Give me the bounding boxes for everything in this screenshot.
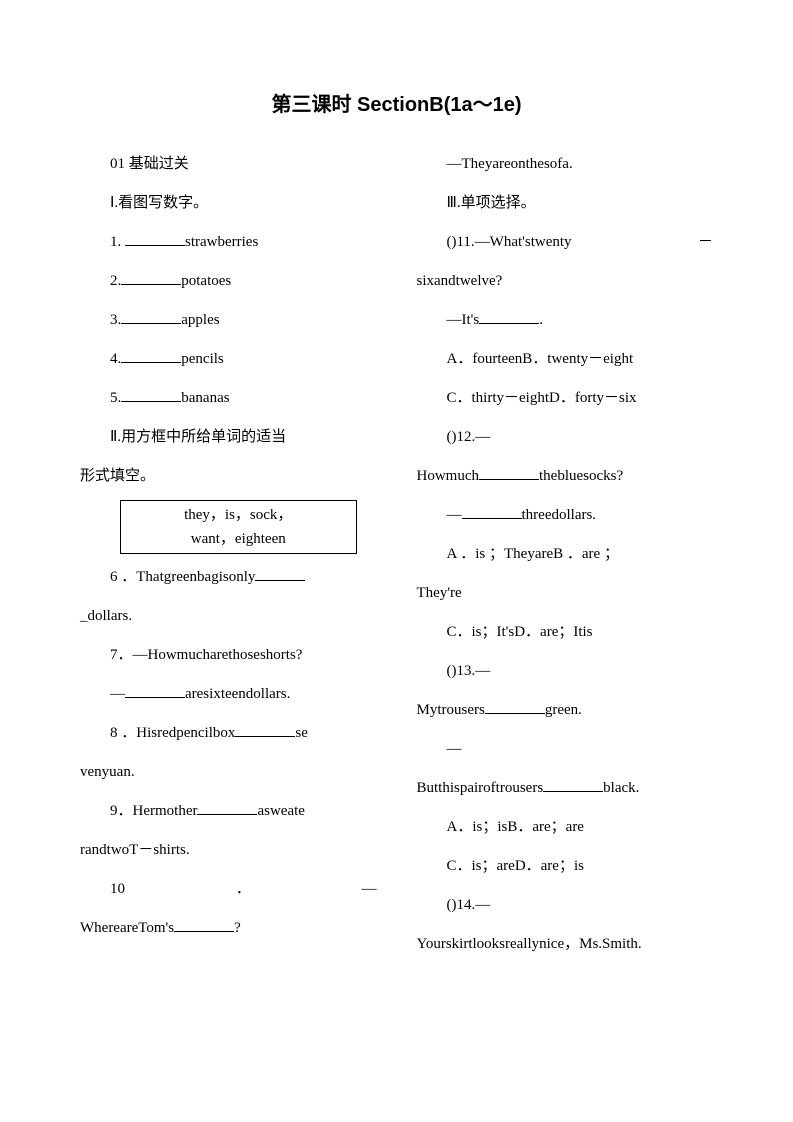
q13-text-c: green. <box>545 702 582 718</box>
q10-text-b: WhereareTom's <box>80 920 174 936</box>
q9-text-b: asweate <box>257 803 304 819</box>
q11-text-a: ()11.—What'stwenty <box>417 223 572 262</box>
wordbox-line2: want，eighteen <box>131 527 346 551</box>
question-8-line2: venyuan. <box>80 753 377 792</box>
q11-blank[interactable] <box>479 311 539 325</box>
q12-blank2[interactable] <box>462 506 522 520</box>
question-12-line1: ()12.— <box>417 418 714 457</box>
question-5: 5. bananas <box>80 379 377 418</box>
q12-text-b: Howmuch <box>417 468 480 484</box>
section-2-line2: 形式填空。 <box>80 457 377 496</box>
q1-text: strawberries <box>185 234 258 250</box>
q8-text-b: se <box>295 725 308 741</box>
q3-text: apples <box>181 312 219 328</box>
q12-blank1[interactable] <box>479 467 539 481</box>
q12-option-ab2: They're <box>417 574 714 613</box>
q13-text-f: black. <box>603 780 639 796</box>
question-9-line2: randtwoT－shirts. <box>80 831 377 870</box>
q3-num: 3. <box>110 312 121 328</box>
q2-blank[interactable] <box>121 272 181 286</box>
q4-blank[interactable] <box>121 350 181 364</box>
question-3: 3. apples <box>80 301 377 340</box>
question-6-line1: 6 ．Thatgreenbagisonly <box>80 558 377 597</box>
q6-text-a: 6 ．Thatgreenbagisonly <box>110 569 255 585</box>
section-3-heading: Ⅲ.单项选择。 <box>417 184 714 223</box>
q9-text-a: 9．Hermother <box>110 803 197 819</box>
q2-text: potatoes <box>181 273 231 289</box>
question-13-line2: Mytrousers green. <box>417 691 714 730</box>
q13-blank1[interactable] <box>485 701 545 715</box>
question-11-line1: ()11.—What'stwenty － <box>417 223 714 262</box>
question-7-line1: 7．—Howmucharethoseshorts? <box>80 636 377 675</box>
question-1: 1. strawberries <box>80 223 377 262</box>
question-12-line3: — threedollars. <box>417 496 714 535</box>
two-column-layout: 01 基础过关 Ⅰ.看图写数字。 1. strawberries 2. potat… <box>80 145 713 964</box>
q12-option-cd: C．is；It'sD．are；Itis <box>417 613 714 652</box>
word-box: they，is，sock， want，eighteen <box>120 500 357 554</box>
q12-option-ab: A ．is ；TheyareB ．are ； <box>417 535 714 574</box>
q7-text-c: aresixteendollars. <box>185 686 290 702</box>
question-13-line1: ()13.— <box>417 652 714 691</box>
q4-num: 4. <box>110 351 121 367</box>
q2-num: 2. <box>110 273 121 289</box>
wordbox-line1: they，is，sock， <box>131 503 346 527</box>
q10-text-c: ? <box>234 920 241 936</box>
q13-option-ab: A．is；isB．are；are <box>417 808 714 847</box>
q8-blank[interactable] <box>235 724 295 738</box>
worksheet-page: 第三课时 SectionB(1a～1e) 01 基础过关 Ⅰ.看图写数字。 1.… <box>0 0 793 1024</box>
q13-text-e: Butthispairoftrousers <box>417 780 544 796</box>
question-8-line1: 8 ．Hisredpencilbox se <box>80 714 377 753</box>
question-14-line1: ()14.— <box>417 886 714 925</box>
page-title: 第三课时 SectionB(1a～1e) <box>80 88 713 117</box>
q13-text-b: Mytrousers <box>417 702 485 718</box>
answer-line: —Theyareonthesofa. <box>417 145 714 184</box>
q8-text-a: 8 ．Hisredpencilbox <box>110 725 235 741</box>
q11-option-cd: C．thirty－eightD．forty－six <box>417 379 714 418</box>
q10-dot: ． <box>206 870 251 909</box>
q12-text-d: — <box>447 507 462 523</box>
q9-blank[interactable] <box>197 802 257 816</box>
question-10-line1: 10 ． — <box>80 870 377 909</box>
q10-num: 10 <box>80 870 125 909</box>
left-column: 01 基础过关 Ⅰ.看图写数字。 1. strawberries 2. potat… <box>80 145 377 964</box>
q13-option-cd: C．is；areD．are；is <box>417 847 714 886</box>
section-2-line1: Ⅱ.用方框中所给单词的适当 <box>80 418 377 457</box>
question-4: 4. pencils <box>80 340 377 379</box>
q11-text-d: . <box>539 312 543 328</box>
question-10-line2: WhereareTom's? <box>80 909 377 948</box>
question-6-line2: _dollars. <box>80 597 377 636</box>
q10-blank[interactable] <box>174 919 234 933</box>
section-1-heading: Ⅰ.看图写数字。 <box>80 184 377 223</box>
q5-num: 5. <box>110 390 121 406</box>
q12-text-c: thebluesocks? <box>539 468 623 484</box>
question-2: 2. potatoes <box>80 262 377 301</box>
question-11-line2: sixandtwelve? <box>417 262 714 301</box>
q6-blank[interactable] <box>255 568 305 582</box>
question-14-line2: Yourskirtlooksreallynice，Ms.Smith. <box>417 925 714 964</box>
q5-text: bananas <box>181 390 229 406</box>
q4-text: pencils <box>181 351 224 367</box>
question-7-line2: — aresixteendollars. <box>80 675 377 714</box>
q7-blank[interactable] <box>125 685 185 699</box>
q1-blank[interactable] <box>125 233 185 247</box>
q12-text-e: threedollars. <box>522 507 597 523</box>
question-9-line1: 9．Hermother asweate <box>80 792 377 831</box>
q7-dash: — <box>110 686 125 702</box>
section-0-heading: 01 基础过关 <box>80 145 377 184</box>
question-11-line3: —It's. <box>417 301 714 340</box>
right-column: —Theyareonthesofa. Ⅲ.单项选择。 ()11.—What'st… <box>417 145 714 964</box>
question-13-line3: — <box>417 730 714 769</box>
q1-num: 1. <box>110 234 125 250</box>
q3-blank[interactable] <box>121 311 181 325</box>
q11-option-ab: A．fourteenB．twenty－eight <box>417 340 714 379</box>
q11-text-c: —It's <box>447 312 480 328</box>
q13-blank2[interactable] <box>543 779 603 793</box>
question-13-line4: Butthispairoftrousers black. <box>417 769 714 808</box>
q10-dash: — <box>331 870 376 909</box>
q5-blank[interactable] <box>121 389 181 403</box>
q11-dash: － <box>668 223 713 262</box>
question-12-line2: Howmuch thebluesocks? <box>417 457 714 496</box>
